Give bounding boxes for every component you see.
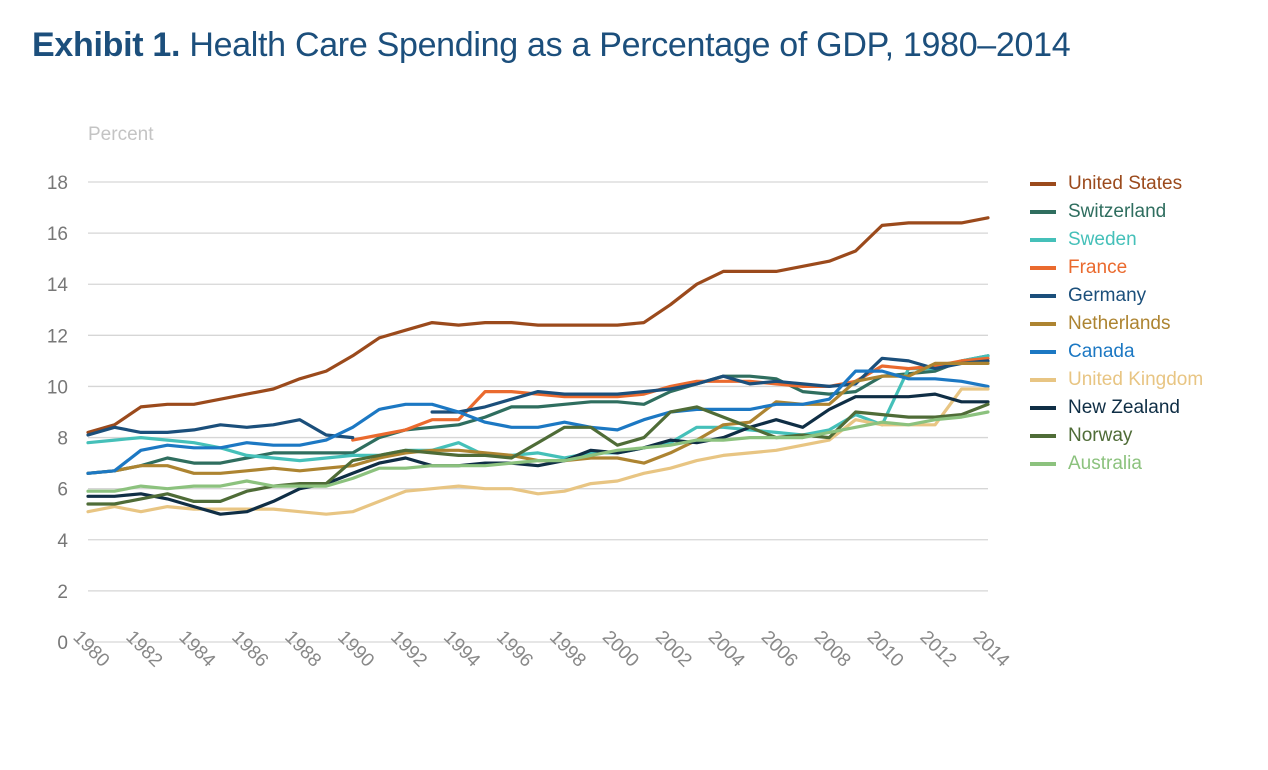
series-line-united-kingdom (86, 387, 990, 516)
chart-title: Exhibit 1. Health Care Spending as a Per… (32, 26, 1071, 65)
legend-label: Australia (1068, 453, 1142, 474)
legend-label: Netherlands (1068, 313, 1171, 334)
y-tick-label: 16 (47, 224, 68, 245)
chart-title-exhibit: Exhibit 1. (32, 26, 181, 64)
y-tick-label: 6 (57, 480, 68, 501)
legend-label: Switzerland (1068, 201, 1167, 222)
y-axis-label: Percent (88, 124, 154, 145)
x-tick-label: 2014 (969, 627, 1014, 672)
y-tick-label: 4 (57, 531, 68, 552)
legend-swatch (1030, 322, 1056, 326)
legend-swatch (1030, 182, 1056, 186)
series-lines (86, 216, 990, 516)
x-tick-label: 2002 (651, 627, 696, 672)
legend-item: United States (1030, 172, 1182, 196)
legend-item: Netherlands (1030, 312, 1170, 336)
x-tick-label: 1980 (69, 627, 114, 672)
x-tick-label: 1996 (492, 627, 537, 672)
x-tick-label: 1998 (545, 627, 590, 672)
legend-item: Germany (1030, 284, 1146, 308)
series-line-united-states (86, 216, 990, 434)
x-tick-label: 1984 (174, 627, 219, 672)
legend-swatch (1030, 294, 1056, 298)
x-tick-label: 1990 (333, 627, 378, 672)
x-tick-label: 1988 (280, 627, 325, 672)
chart-title-text: Health Care Spending as a Percentage of … (189, 26, 1071, 64)
y-tick-label: 10 (47, 377, 68, 398)
y-tick-label: 2 (57, 582, 68, 603)
x-tick-label: 2004 (704, 627, 749, 672)
legend-item: United Kingdom (1030, 368, 1203, 392)
legend-item: France (1030, 256, 1127, 280)
x-tick-label: 2012 (916, 627, 961, 672)
legend-item: New Zealand (1030, 396, 1180, 420)
y-tick-label: 14 (47, 275, 69, 296)
legend-label: France (1068, 257, 1128, 278)
legend-label: United States (1068, 173, 1183, 194)
x-tick-label: 1992 (386, 627, 431, 672)
legend-swatch (1030, 406, 1056, 410)
series-line-sweden (86, 354, 990, 463)
x-tick-label: 1982 (122, 627, 167, 672)
legend-swatch (1030, 434, 1056, 438)
legend-label: New Zealand (1068, 397, 1180, 418)
x-tick-label: 2006 (757, 627, 802, 672)
legend-swatch (1030, 238, 1056, 242)
legend-swatch (1030, 350, 1056, 354)
x-tick-label: 2000 (598, 627, 643, 672)
x-tick-label: 2010 (863, 627, 908, 672)
legend-item: Canada (1030, 340, 1135, 364)
legend-swatch (1030, 378, 1056, 382)
x-tick-label: 1994 (439, 627, 484, 672)
legend-label: Germany (1068, 285, 1147, 306)
series-line-australia (86, 410, 990, 493)
legend-swatch (1030, 266, 1056, 270)
series-line-netherlands (86, 361, 990, 475)
legend-item: Australia (1030, 452, 1142, 476)
legend-item: Sweden (1030, 228, 1137, 252)
legend-swatch (1030, 462, 1056, 466)
legend-label: Canada (1068, 341, 1135, 362)
series-line-new-zealand (86, 392, 990, 516)
y-tick-label: 8 (57, 429, 68, 450)
series-line-norway (86, 402, 990, 506)
series-line-switzerland (86, 354, 990, 475)
legend-label: Sweden (1068, 229, 1137, 250)
series-line-canada (86, 369, 990, 475)
x-axis-ticks: 1980 1982 1984 1986 1988 1990 1992 1994 1996 1998… (69, 627, 1014, 672)
legend-item: Switzerland (1030, 200, 1166, 224)
legend-label: United Kingdom (1068, 369, 1204, 390)
y-tick-label: 18 (47, 173, 68, 194)
x-tick-label: 1986 (227, 627, 272, 672)
series-line-germany (86, 356, 990, 440)
legend-label: Norway (1068, 425, 1133, 446)
y-tick-label: 0 (57, 633, 68, 654)
legend-item: Norway (1030, 424, 1132, 448)
legend-swatch (1030, 210, 1056, 214)
series-line-france (351, 356, 990, 442)
y-tick-label: 12 (47, 326, 68, 347)
x-tick-label: 2008 (810, 627, 855, 672)
y-axis-ticks: 0 2 4 6 8 10 12 14 16 18 (47, 173, 69, 654)
